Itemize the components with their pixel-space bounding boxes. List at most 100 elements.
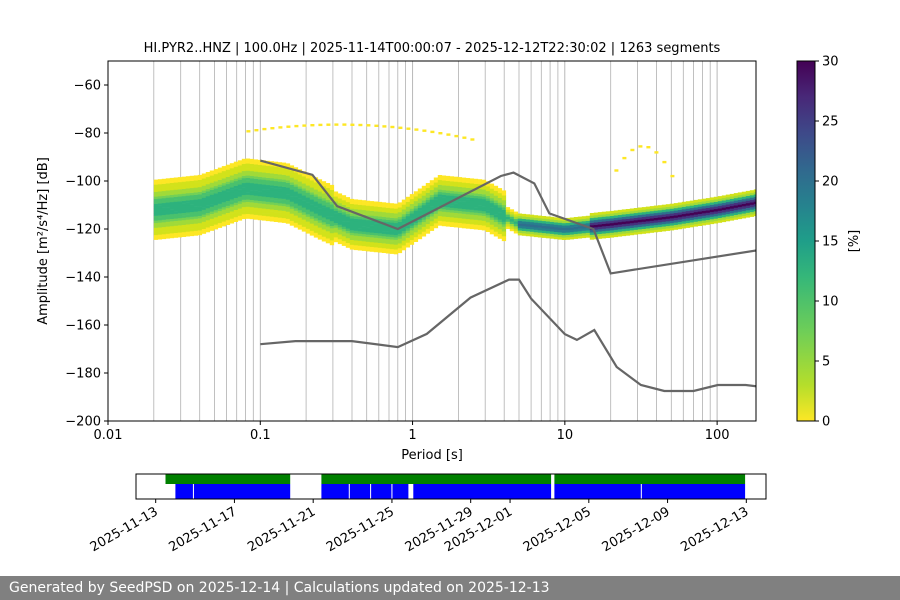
- heatmap-cell: [381, 238, 387, 241]
- heatmap-cell: [357, 209, 363, 213]
- heatmap-cell: [713, 201, 719, 205]
- heatmap-cell: [609, 215, 615, 219]
- heatmap-cell: [509, 218, 515, 222]
- heatmap-cell: [313, 184, 319, 188]
- heatmap-cell: [169, 233, 175, 236]
- heatmap-cell: [197, 227, 203, 231]
- heatmap-cell: [681, 206, 687, 210]
- heatmap-cell: [477, 220, 483, 223]
- heatmap-cell: [197, 189, 203, 192]
- heatmap-cell: [377, 230, 383, 234]
- heatmap-cell: [481, 210, 487, 214]
- heatmap-cell: [693, 209, 699, 213]
- heatmap-cell: [453, 222, 459, 225]
- heatmap-cell: [573, 233, 579, 237]
- heatmap-cell: [313, 213, 319, 216]
- heatmap-cell: [181, 224, 187, 228]
- heatmap-cell: [509, 214, 515, 217]
- heatmap-cell: [325, 233, 331, 237]
- heatmap-cell: [225, 181, 231, 185]
- heatmap-cell: [309, 189, 315, 193]
- heatmap-cell: [613, 229, 619, 233]
- heatmap-cell: [285, 187, 291, 191]
- heatmap-cell: [165, 207, 171, 210]
- heatmap-cell: [369, 208, 375, 211]
- heatmap-cell: [373, 208, 379, 212]
- heatmap-cell: [165, 192, 171, 196]
- heatmap-cell: [305, 190, 311, 193]
- heatmap-cell: [633, 220, 639, 223]
- heatmap-cell: [261, 196, 267, 199]
- heatmap-cell: [157, 210, 163, 214]
- heatmap-cell: [437, 201, 443, 205]
- heatmap-cell: [374, 124, 379, 127]
- heatmap-cell: [389, 229, 395, 233]
- heatmap-cell: [485, 186, 491, 189]
- heatmap-cell: [321, 214, 327, 218]
- heatmap-cell: [201, 228, 207, 232]
- heatmap-cell: [401, 206, 407, 210]
- heatmap-cell: [529, 229, 535, 232]
- heatmap-cell: [277, 198, 283, 201]
- heatmap-cell: [265, 218, 271, 222]
- heatmap-cell: [305, 228, 311, 232]
- heatmap-cell: [177, 186, 183, 190]
- heatmap-cell: [537, 222, 543, 226]
- heatmap-cell: [489, 210, 495, 213]
- heatmap-cell: [269, 197, 275, 200]
- heatmap-cell: [553, 234, 559, 237]
- heatmap-cell: [701, 205, 707, 209]
- heatmap-cell: [197, 198, 203, 202]
- heatmap-cell: [357, 231, 363, 234]
- heatmap-cell: [273, 212, 279, 215]
- heatmap-cell: [169, 180, 175, 183]
- heatmap-cell: [281, 177, 287, 180]
- heatmap-cell: [157, 224, 163, 228]
- heatmap-cell: [189, 219, 195, 222]
- heatmap-cell: [377, 240, 383, 243]
- heatmap-cell: [361, 224, 367, 227]
- heatmap-cell: [221, 178, 227, 181]
- heatmap-cell: [673, 217, 679, 221]
- heatmap-cell: [389, 203, 395, 206]
- heatmap-cell: [465, 206, 471, 210]
- heatmap-cell: [461, 223, 467, 226]
- heatmap-cell: [169, 192, 175, 195]
- heatmap-cell: [241, 192, 247, 196]
- heatmap-cell: [481, 198, 487, 202]
- heatmap-cell: [733, 212, 739, 215]
- heatmap-cell: [265, 201, 271, 205]
- heatmap-cell: [293, 212, 299, 216]
- heatmap-cell: [457, 184, 463, 187]
- heatmap-cell: [157, 208, 163, 211]
- heatmap-cell: [281, 196, 287, 199]
- heatmap-cell: [381, 209, 387, 213]
- heatmap-cell: [465, 209, 471, 212]
- heatmap-cell: [633, 229, 639, 233]
- heatmap-cell: [337, 222, 343, 225]
- heatmap-cell: [681, 213, 687, 217]
- heatmap-cell: [181, 210, 187, 213]
- heatmap-cell: [745, 195, 751, 199]
- heatmap-cell: [381, 231, 387, 234]
- heatmap-cell: [281, 203, 287, 207]
- heatmap-cell: [401, 209, 407, 212]
- heatmap-cell: [525, 223, 531, 227]
- heatmap-cell: [333, 191, 339, 195]
- heatmap-cell: [633, 215, 639, 218]
- heatmap-cell: [537, 215, 543, 219]
- heatmap-cell: [237, 191, 243, 195]
- heatmap-cell: [465, 185, 471, 188]
- heatmap-cell: [433, 189, 439, 193]
- heatmap-cell: [573, 224, 579, 227]
- heatmap-cell: [301, 228, 307, 232]
- heatmap-cell: [341, 238, 347, 242]
- heatmap-cell: [341, 195, 347, 198]
- heatmap-cell: [225, 164, 231, 168]
- heatmap-cell: [225, 212, 231, 216]
- heatmap-cell: [733, 193, 739, 196]
- heatmap-cell: [253, 159, 259, 163]
- heatmap-cell: [525, 221, 531, 225]
- heatmap-cell: [301, 224, 307, 227]
- heatmap-cell: [389, 239, 395, 242]
